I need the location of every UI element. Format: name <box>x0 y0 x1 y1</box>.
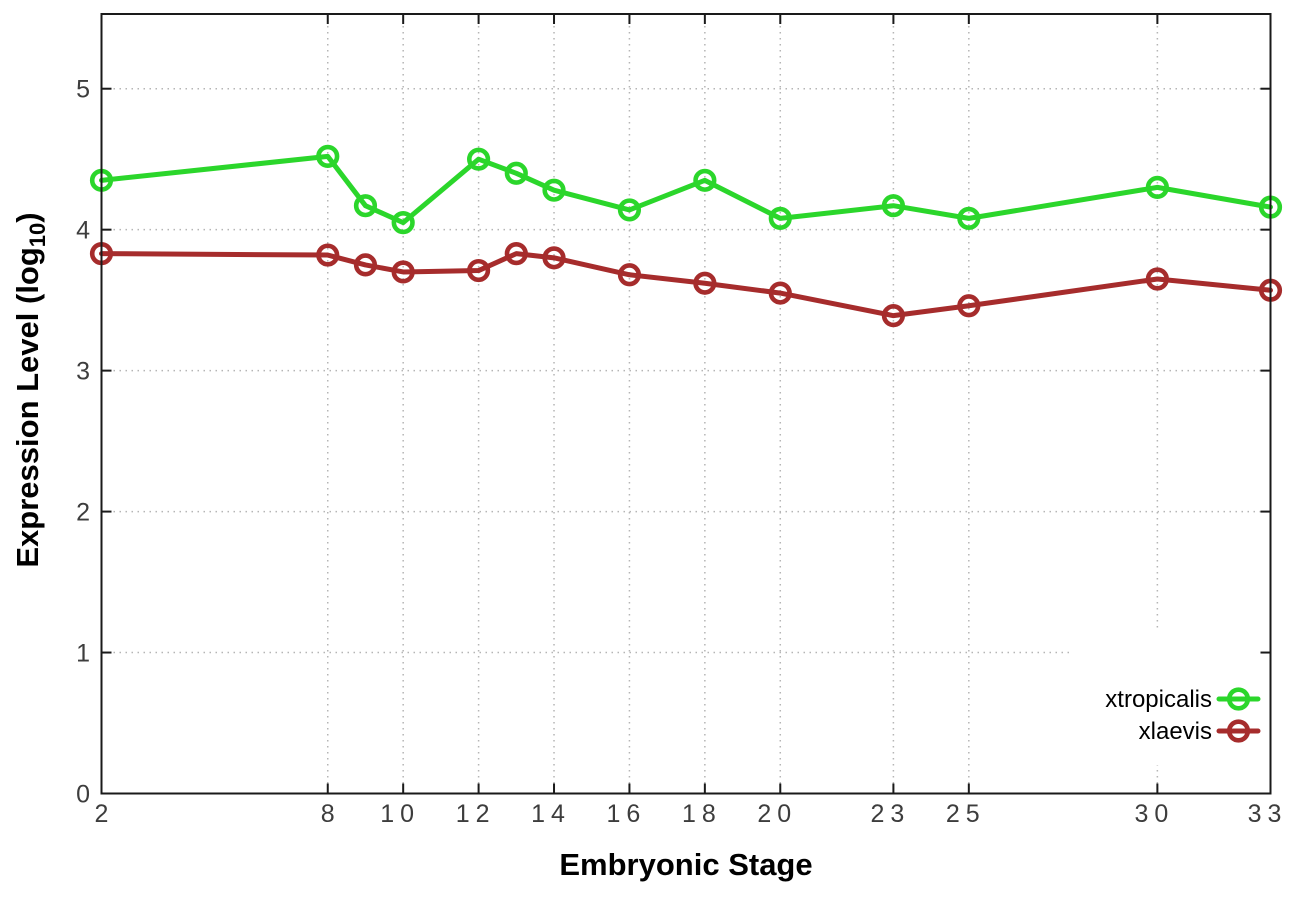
x-tick-label: 8 <box>321 800 335 828</box>
y-tick-label: 0 <box>76 781 90 809</box>
data-point-xlaevis <box>957 294 981 318</box>
data-point-xtropicalis <box>542 178 566 202</box>
x-tick-label: 20 <box>757 800 797 828</box>
data-point-xtropicalis <box>316 144 340 168</box>
data-point-xlaevis <box>353 253 378 277</box>
plot-border <box>100 13 1272 795</box>
data-point-xlaevis <box>316 243 340 267</box>
x-tick-label: 2 <box>95 800 109 828</box>
y-tick-label: 2 <box>76 499 90 527</box>
legend-label-xtropicalis: xtropicalis <box>1105 686 1212 713</box>
y-tick-label: 3 <box>76 358 90 386</box>
x-tick-label: 30 <box>1134 800 1174 828</box>
data-point-xtropicalis <box>1145 175 1169 199</box>
x-tick-label: 12 <box>456 800 496 828</box>
x-tick-label: 16 <box>607 800 647 828</box>
data-point-xlaevis <box>768 281 792 305</box>
legend-sample-marker-xtropicalis <box>1226 687 1251 711</box>
y-tick-label: 1 <box>76 640 90 668</box>
x-tick-label: 25 <box>946 800 986 828</box>
legend-label-xlaevis: xlaevis <box>1139 718 1212 745</box>
x-tick-label: 14 <box>531 800 571 828</box>
data-point-xtropicalis <box>353 194 378 218</box>
y-axis-title: Expression Level (log10) <box>10 212 50 567</box>
x-tick-label: 33 <box>1248 800 1288 828</box>
legend-sample-marker-xlaevis <box>1226 719 1251 743</box>
data-point-xlaevis <box>466 258 491 283</box>
data-point-xtropicalis <box>881 194 906 218</box>
data-point-xlaevis <box>881 304 906 328</box>
x-tick-label: 18 <box>682 800 722 828</box>
data-point-xlaevis <box>542 246 566 270</box>
data-point-xlaevis <box>391 260 415 284</box>
x-tick-label: 23 <box>870 800 910 828</box>
data-point-xlaevis <box>693 271 717 295</box>
data-point-xlaevis <box>1145 267 1169 291</box>
data-point-xlaevis <box>617 263 642 287</box>
data-point-xtropicalis <box>617 198 642 222</box>
data-point-xtropicalis <box>504 161 528 185</box>
series-line-xlaevis <box>99 251 1273 319</box>
data-point-xtropicalis <box>693 168 717 192</box>
data-point-xtropicalis <box>466 147 491 171</box>
data-point-xtropicalis <box>957 206 981 230</box>
series-line-xtropicalis <box>99 153 1273 226</box>
x-axis-title: Embryonic Stage <box>559 847 812 882</box>
data-point-xlaevis <box>504 242 528 266</box>
data-point-xtropicalis <box>391 211 415 235</box>
y-tick-label: 4 <box>76 217 90 245</box>
x-tick-label: 10 <box>380 800 420 828</box>
y-tick-label: 5 <box>76 76 90 104</box>
data-point-xtropicalis <box>768 206 792 230</box>
